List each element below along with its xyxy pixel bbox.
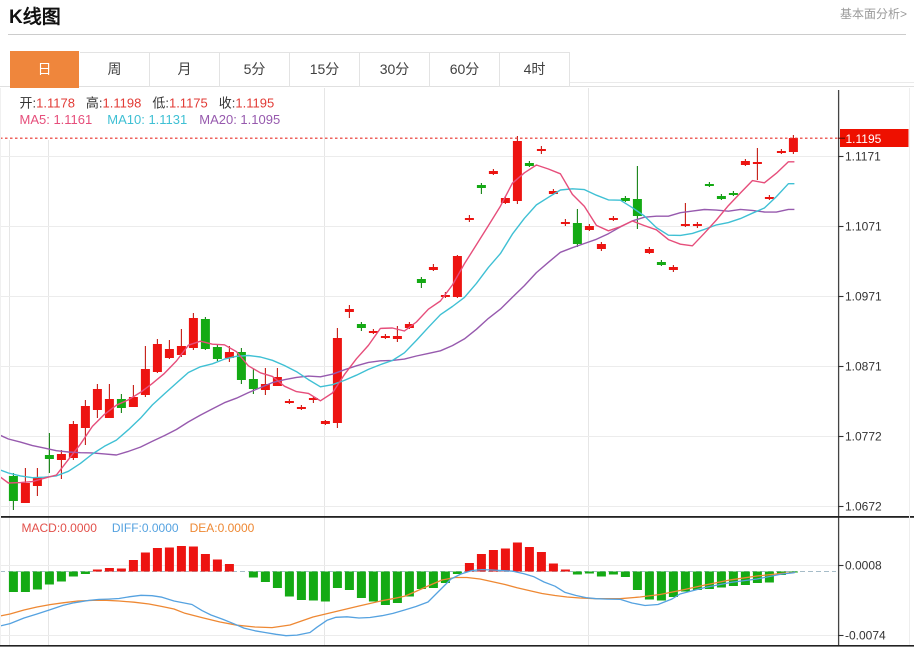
svg-text:1.0871: 1.0871 (845, 360, 882, 374)
svg-text:1.0672: 1.0672 (845, 500, 882, 514)
svg-text:1.0772: 1.0772 (845, 430, 882, 444)
svg-text:-0.0074: -0.0074 (845, 629, 886, 643)
svg-text:1.1195: 1.1195 (846, 132, 882, 146)
svg-text:1.1171: 1.1171 (845, 150, 881, 164)
svg-text:0.0008: 0.0008 (845, 559, 882, 573)
svg-text:1.0971: 1.0971 (845, 290, 882, 304)
svg-text:1.1071: 1.1071 (845, 220, 882, 234)
